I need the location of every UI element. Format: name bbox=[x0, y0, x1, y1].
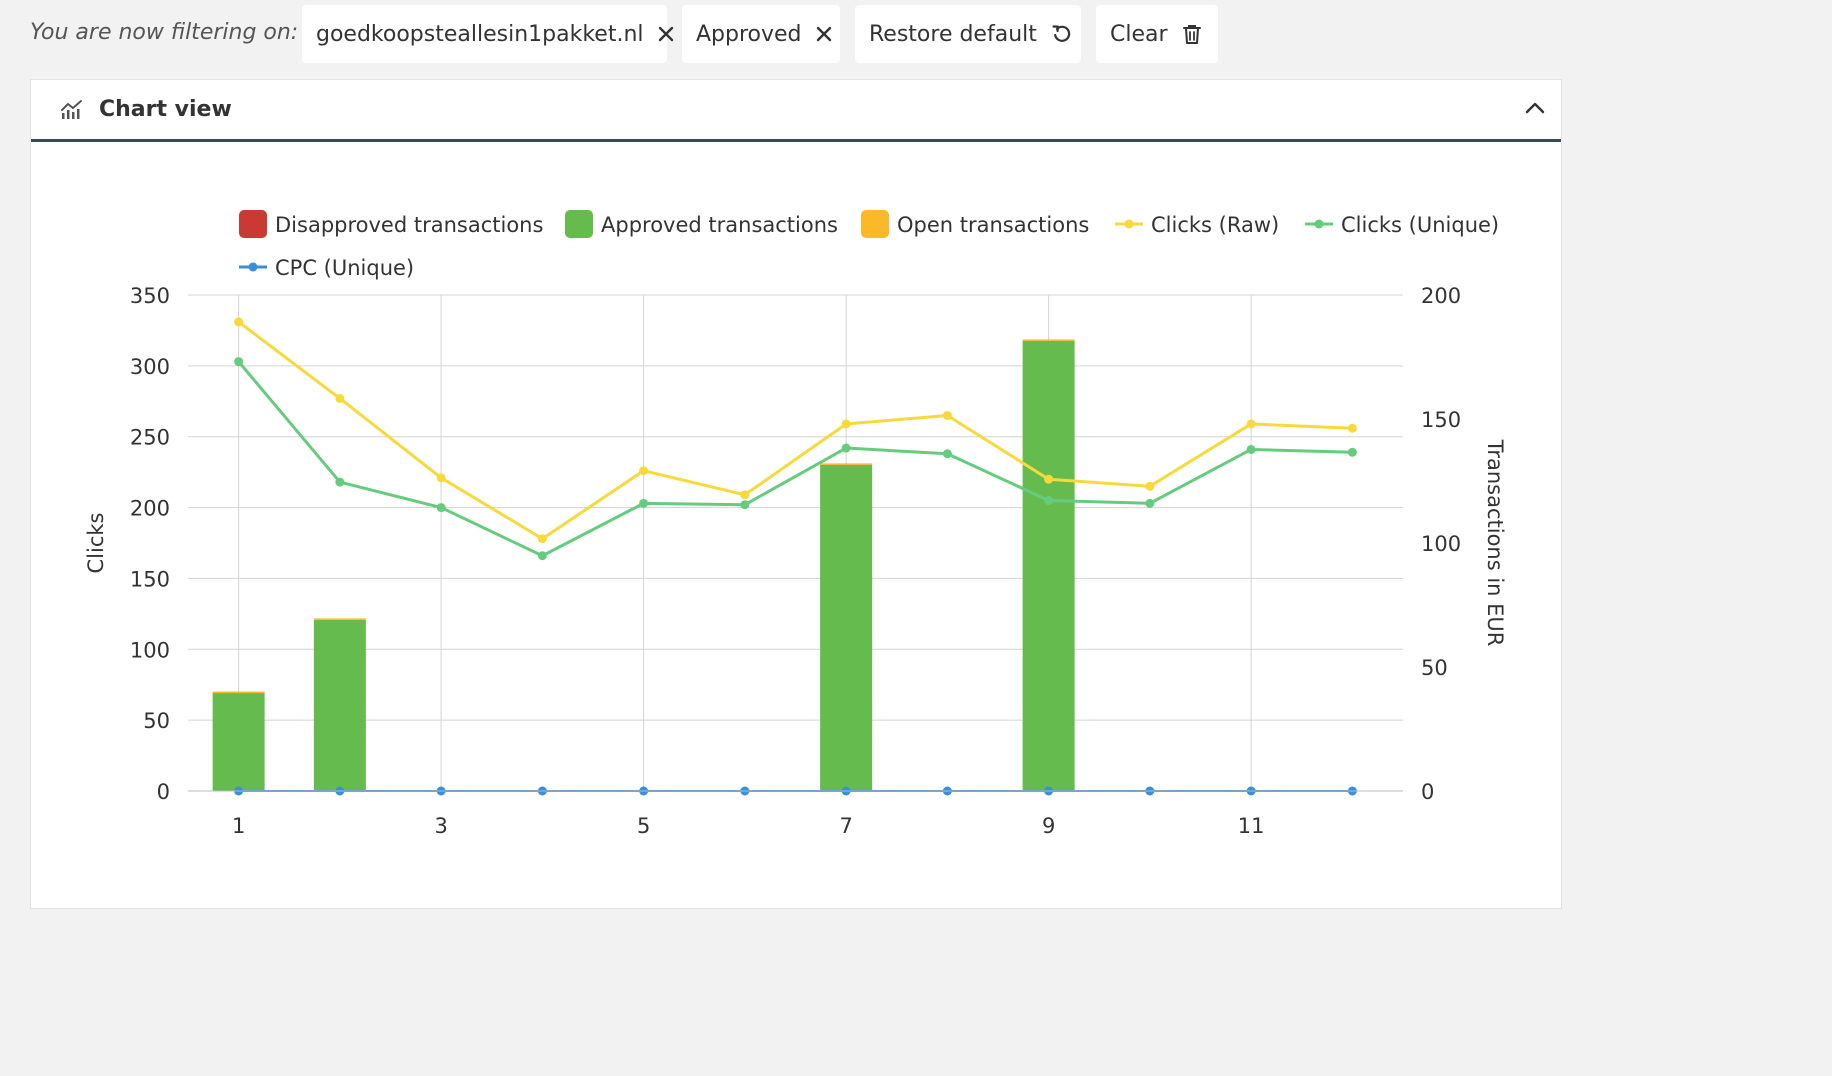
point-clicks-unique bbox=[1145, 498, 1155, 508]
filter-chip-label: Approved bbox=[696, 21, 802, 47]
filter-bar: You are now filtering on: goedkoopsteall… bbox=[0, 0, 1568, 72]
y-left-tick-label: 150 bbox=[130, 567, 170, 591]
restore-default-button[interactable]: Restore default bbox=[855, 5, 1081, 63]
filter-chip-label: goedkoopsteallesin1pakket.nl bbox=[316, 21, 644, 47]
point-clicks-raw bbox=[436, 473, 446, 483]
y-left-tick-label: 0 bbox=[157, 780, 170, 804]
combo-chart: 0 50 100 150 200 250 300 350 0 50 100 150 200 1 3 5 7 9 11… bbox=[84, 210, 1507, 838]
chart-panel-header: Chart view bbox=[31, 80, 1561, 142]
legend-swatch bbox=[239, 210, 267, 238]
x-tick-label: 11 bbox=[1238, 814, 1265, 838]
y-right-tick-label: 50 bbox=[1421, 656, 1448, 680]
point-clicks-raw bbox=[1044, 474, 1054, 484]
point-clicks-unique bbox=[537, 551, 547, 561]
restore-icon bbox=[1051, 23, 1073, 45]
clear-label: Clear bbox=[1110, 21, 1168, 47]
close-icon[interactable] bbox=[658, 26, 674, 42]
series-line-clicks-raw bbox=[237, 320, 1353, 541]
x-tick-label: 5 bbox=[637, 814, 650, 838]
bar-open bbox=[1022, 339, 1075, 341]
point-clicks-unique bbox=[1044, 495, 1054, 505]
legend-label: Disapproved transactions bbox=[275, 213, 543, 237]
legend-swatch bbox=[565, 210, 593, 238]
chart-icon bbox=[59, 98, 85, 124]
y-left-tick-label: 350 bbox=[130, 284, 170, 308]
y-left-tick-label: 300 bbox=[130, 355, 170, 379]
restore-default-label: Restore default bbox=[869, 21, 1037, 47]
point-clicks-raw bbox=[841, 419, 851, 429]
x-tick-label: 7 bbox=[839, 814, 852, 838]
filter-label: You are now filtering on: bbox=[30, 20, 299, 45]
y-right-axis-title: Transactions in EUR bbox=[1483, 439, 1507, 647]
x-tick-label: 3 bbox=[434, 814, 447, 838]
bar-approved bbox=[313, 619, 366, 791]
point-clicks-unique bbox=[740, 500, 750, 510]
x-tick-label: 1 bbox=[232, 814, 245, 838]
y-right-tick-label: 0 bbox=[1421, 780, 1434, 804]
chart-panel: Chart view 0 50 100 150 200 250 300 350 0 50 100 15… bbox=[30, 79, 1562, 909]
point-clicks-raw bbox=[335, 393, 345, 403]
series-line-clicks-unique bbox=[237, 360, 1353, 558]
point-clicks-raw bbox=[740, 490, 750, 500]
point-clicks-unique bbox=[1246, 444, 1256, 454]
point-clicks-unique bbox=[841, 443, 851, 453]
point-clicks-unique bbox=[1347, 447, 1357, 457]
legend-label: CPC (Unique) bbox=[275, 256, 414, 280]
y-right-tick-label: 100 bbox=[1421, 532, 1461, 556]
point-clicks-raw bbox=[1145, 481, 1155, 491]
point-clicks-unique bbox=[436, 503, 446, 513]
panel-title: Chart view bbox=[99, 97, 232, 122]
y-left-tick-label: 100 bbox=[130, 638, 170, 662]
legend-label: Approved transactions bbox=[601, 213, 838, 237]
point-clicks-unique bbox=[234, 357, 244, 367]
bar-approved bbox=[820, 464, 873, 791]
bar-open bbox=[212, 691, 265, 694]
legend-swatch bbox=[861, 210, 889, 238]
close-icon[interactable] bbox=[816, 26, 832, 42]
bar-approved bbox=[212, 693, 265, 791]
x-tick-label: 9 bbox=[1042, 814, 1055, 838]
filter-chip-domain[interactable]: goedkoopsteallesin1pakket.nl bbox=[302, 5, 673, 63]
bar-open bbox=[313, 618, 366, 620]
y-left-tick-label: 250 bbox=[130, 426, 170, 450]
y-right-tick-label: 200 bbox=[1421, 284, 1461, 308]
legend-label: Clicks (Unique) bbox=[1341, 213, 1499, 237]
point-clicks-raw bbox=[537, 534, 547, 544]
bar-open bbox=[820, 463, 873, 465]
filter-chip-status[interactable]: Approved bbox=[682, 5, 840, 63]
legend-swatch-dot bbox=[248, 262, 258, 272]
chevron-up-icon[interactable] bbox=[1523, 96, 1547, 124]
y-left-tick-label: 50 bbox=[143, 709, 170, 733]
point-clicks-unique bbox=[639, 498, 649, 508]
point-clicks-raw bbox=[1347, 423, 1357, 433]
trash-icon bbox=[1182, 23, 1202, 45]
legend-label: Clicks (Raw) bbox=[1151, 213, 1279, 237]
point-clicks-unique bbox=[942, 449, 952, 459]
point-clicks-raw bbox=[234, 317, 244, 327]
bar-approved bbox=[1022, 340, 1075, 791]
point-clicks-raw bbox=[942, 410, 952, 420]
clear-button[interactable]: Clear bbox=[1096, 5, 1218, 63]
point-clicks-raw bbox=[639, 466, 649, 476]
legend-label: Open transactions bbox=[897, 213, 1089, 237]
point-clicks-raw bbox=[1246, 419, 1256, 429]
point-clicks-unique bbox=[335, 477, 345, 487]
y-right-tick-label: 150 bbox=[1421, 408, 1461, 432]
y-left-axis-title: Clicks bbox=[84, 513, 108, 574]
legend-swatch-dot bbox=[1314, 219, 1324, 229]
y-left-tick-label: 200 bbox=[130, 497, 170, 521]
legend-swatch-dot bbox=[1124, 219, 1134, 229]
